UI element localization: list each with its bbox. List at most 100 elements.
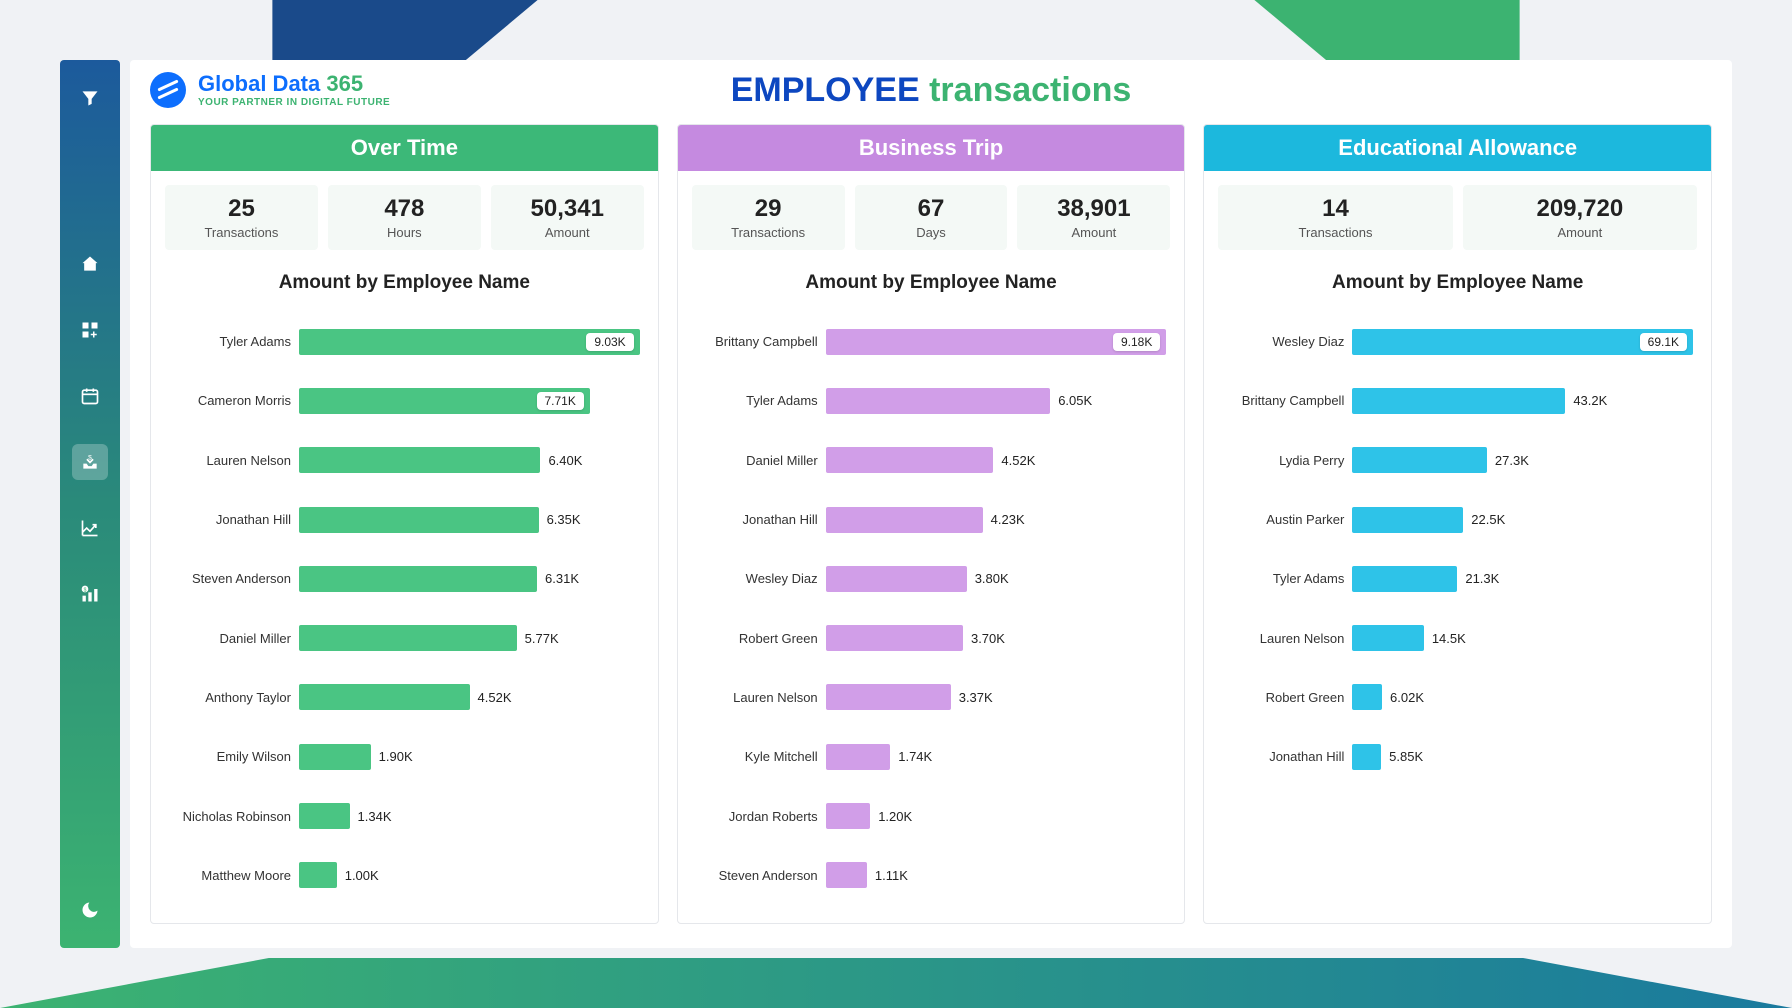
trend-chart-icon[interactable]: [72, 510, 108, 546]
bar-row[interactable]: Anthony Taylor4.52K: [169, 668, 640, 727]
bar-fill: 9.18K: [826, 329, 1167, 355]
bar-label: Matthew Moore: [169, 868, 299, 883]
stat-label: Days: [859, 225, 1004, 240]
bar-row[interactable]: Matthew Moore1.00K: [169, 846, 640, 905]
bar-row[interactable]: Jonathan Hill5.85K: [1222, 727, 1693, 786]
bar-row[interactable]: Daniel Miller5.77K: [169, 608, 640, 667]
filter-icon[interactable]: [72, 80, 108, 116]
bar-row[interactable]: Cameron Morris7.71K: [169, 371, 640, 430]
bar-row[interactable]: Lauren Nelson14.5K: [1222, 608, 1693, 667]
bar-value: 3.70K: [971, 631, 1005, 646]
bar-fill: 7.71K: [299, 388, 590, 414]
stat-value: 38,901: [1021, 195, 1166, 223]
bar-row[interactable]: Daniel Miller4.52K: [696, 431, 1167, 490]
bar-row[interactable]: Brittany Campbell43.2K: [1222, 371, 1693, 430]
bar-value-badge: 69.1K: [1640, 333, 1687, 351]
bar-row[interactable]: Tyler Adams6.05K: [696, 371, 1167, 430]
bar-fill: [826, 744, 891, 770]
grid-add-icon[interactable]: [72, 312, 108, 348]
money-inbox-icon[interactable]: $: [72, 444, 108, 480]
bar-row[interactable]: Jordan Roberts1.20K: [696, 786, 1167, 845]
bar-track: 1.74K: [826, 744, 1167, 770]
bar-row[interactable]: Jonathan Hill4.23K: [696, 490, 1167, 549]
bar-fill: [1352, 684, 1382, 710]
bar-label: Tyler Adams: [1222, 571, 1352, 586]
bar-row[interactable]: Lauren Nelson3.37K: [696, 668, 1167, 727]
bar-row[interactable]: Steven Anderson1.11K: [696, 846, 1167, 905]
brand-name: Global Data 365: [198, 72, 390, 96]
bar-row[interactable]: Wesley Diaz3.80K: [696, 549, 1167, 608]
bar-fill: [1352, 744, 1381, 770]
bar-track: 14.5K: [1352, 625, 1693, 651]
bar-track: 6.05K: [826, 388, 1167, 414]
bar-value: 22.5K: [1471, 512, 1505, 527]
bar-fill: 69.1K: [1352, 329, 1693, 355]
stat-label: Transactions: [169, 225, 314, 240]
stat-card: 50,341Amount: [491, 185, 644, 250]
bar-track: 6.31K: [299, 566, 640, 592]
bar-fill: [299, 507, 539, 533]
bar-value: 43.2K: [1573, 393, 1607, 408]
bar-row[interactable]: Tyler Adams9.03K: [169, 312, 640, 371]
bar-fill: [826, 566, 967, 592]
bar-track: 9.18K: [826, 329, 1167, 355]
panels-container: Over Time25Transactions478Hours50,341Amo…: [150, 124, 1712, 924]
bar-track: 3.80K: [826, 566, 1167, 592]
bar-value: 1.11K: [875, 868, 908, 883]
home-icon[interactable]: [72, 246, 108, 282]
bar-track: 5.85K: [1352, 744, 1693, 770]
bar-row[interactable]: Robert Green3.70K: [696, 608, 1167, 667]
bar-label: Robert Green: [1222, 690, 1352, 705]
bar-fill: [299, 625, 517, 651]
calendar-icon[interactable]: [72, 378, 108, 414]
bar-row[interactable]: Lauren Nelson6.40K: [169, 431, 640, 490]
decor-bottom: [0, 958, 1792, 1008]
bar-row-empty: [1222, 846, 1693, 905]
bar-row[interactable]: Nicholas Robinson1.34K: [169, 786, 640, 845]
money-bars-icon[interactable]: $: [72, 576, 108, 612]
stat-label: Amount: [495, 225, 640, 240]
chart-title: Amount by Employee Name: [678, 272, 1185, 294]
bar-row[interactable]: Tyler Adams21.3K: [1222, 549, 1693, 608]
bar-row[interactable]: Jonathan Hill6.35K: [169, 490, 640, 549]
moon-icon[interactable]: [72, 892, 108, 928]
stat-card: 29Transactions: [692, 185, 845, 250]
bar-row[interactable]: Kyle Mitchell1.74K: [696, 727, 1167, 786]
bar-row[interactable]: Lydia Perry27.3K: [1222, 431, 1693, 490]
bar-fill: [826, 447, 994, 473]
bar-row[interactable]: Brittany Campbell9.18K: [696, 312, 1167, 371]
bar-track: 4.52K: [826, 447, 1167, 473]
bar-fill: [1352, 507, 1463, 533]
bar-label: Lauren Nelson: [1222, 631, 1352, 646]
bar-fill: 9.03K: [299, 329, 640, 355]
bar-label: Austin Parker: [1222, 512, 1352, 527]
stat-label: Transactions: [1222, 225, 1448, 240]
bar-value: 5.77K: [525, 631, 559, 646]
bar-track: 9.03K: [299, 329, 640, 355]
page-title: EMPLOYEE transactions: [731, 71, 1132, 110]
bar-track: 21.3K: [1352, 566, 1693, 592]
bar-track: 5.77K: [299, 625, 640, 651]
bar-track: 1.00K: [299, 862, 640, 888]
stat-value: 25: [169, 195, 314, 223]
bar-value: 4.23K: [991, 512, 1025, 527]
stat-card: 478Hours: [328, 185, 481, 250]
stat-card: 209,720Amount: [1463, 185, 1697, 250]
bar-row[interactable]: Steven Anderson6.31K: [169, 549, 640, 608]
bar-track: 7.71K: [299, 388, 640, 414]
logo-icon: [150, 72, 186, 108]
bar-track: 1.11K: [826, 862, 1167, 888]
bar-fill: [299, 566, 537, 592]
stat-card: 14Transactions: [1218, 185, 1452, 250]
bar-row[interactable]: Wesley Diaz69.1K: [1222, 312, 1693, 371]
bar-fill: [826, 803, 871, 829]
bar-chart: Wesley Diaz69.1KBrittany Campbell43.2KLy…: [1204, 312, 1711, 923]
bar-row[interactable]: Austin Parker 22.5K: [1222, 490, 1693, 549]
stat-value: 29: [696, 195, 841, 223]
chart-title: Amount by Employee Name: [1204, 272, 1711, 294]
bar-row[interactable]: Emily Wilson1.90K: [169, 727, 640, 786]
bar-chart: Tyler Adams9.03KCameron Morris7.71KLaure…: [151, 312, 658, 923]
bar-value: 1.74K: [898, 749, 932, 764]
bar-row[interactable]: Robert Green6.02K: [1222, 668, 1693, 727]
bar-label: Jordan Roberts: [696, 809, 826, 824]
